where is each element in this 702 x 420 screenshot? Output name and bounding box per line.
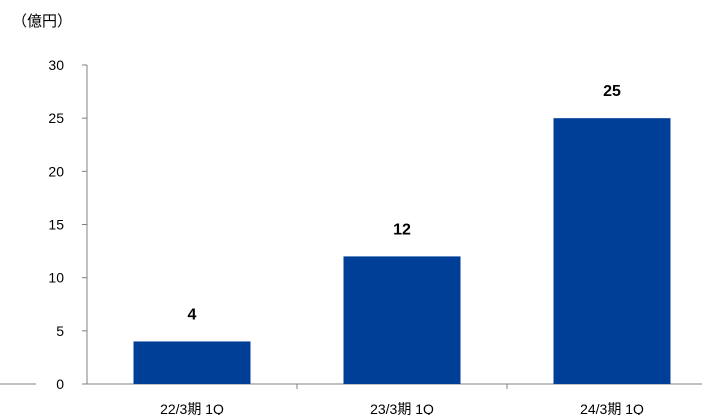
unit-label: （億円）: [12, 13, 72, 30]
y-tick-label: 0: [56, 376, 64, 392]
y-ticks: 0 5 10 15 20 25 30: [48, 57, 87, 392]
category-label: 22/3期 1Q: [160, 401, 224, 415]
category-label: 24/3期 1Q: [580, 401, 644, 415]
y-tick-label: 5: [56, 323, 64, 339]
y-tick-label: 20: [48, 163, 64, 179]
category-labels: 22/3期 1Q 23/3期 1Q 24/3期 1Q: [160, 401, 644, 417]
data-label: 4: [188, 306, 197, 323]
y-tick-label: 25: [48, 110, 64, 126]
bars: [133, 118, 671, 385]
bar: [553, 118, 671, 385]
y-tick-label: 15: [48, 217, 64, 233]
x-ticks: [296, 384, 508, 389]
data-labels: 4 12 25: [188, 83, 621, 323]
y-tick-label: 10: [48, 270, 64, 286]
bar: [343, 256, 461, 384]
category-label: 23/3期 1Q: [370, 401, 434, 415]
bar: [133, 341, 251, 384]
data-label: 25: [603, 83, 621, 100]
data-label: 12: [393, 221, 411, 238]
y-tick-label: 30: [48, 57, 64, 73]
